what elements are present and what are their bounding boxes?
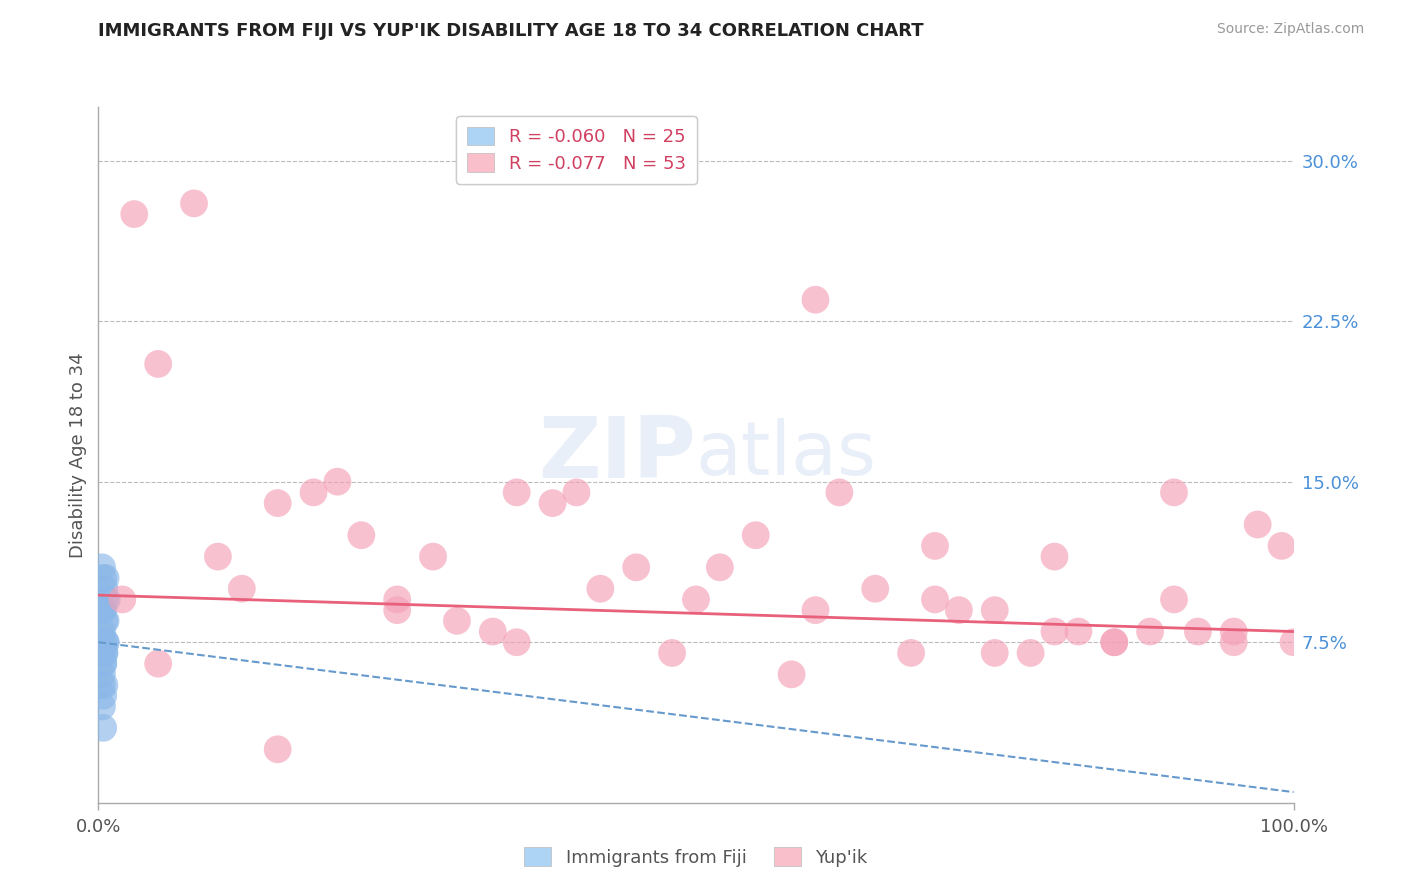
Point [91,603,114,617]
Point [948,603,970,617]
Point [93,646,115,660]
Point [267,496,290,510]
Text: atlas: atlas [696,418,877,491]
Point [1163,592,1185,607]
Point [91,678,114,692]
Point [1067,624,1090,639]
Point [96,592,118,607]
Point [385,592,409,607]
Point [1102,635,1125,649]
Point [1139,624,1161,639]
Point [984,603,1007,617]
Point [91,657,114,671]
Point [1043,624,1066,639]
Point [94,571,117,585]
Point [231,582,253,596]
Point [94,635,117,649]
Legend: Immigrants from Fiji, Yup'ik: Immigrants from Fiji, Yup'ik [517,840,875,874]
Point [984,646,1007,660]
Point [1271,539,1294,553]
Legend: R = -0.060   N = 25, R = -0.077   N = 53: R = -0.060 N = 25, R = -0.077 N = 53 [457,116,696,184]
Point [91,646,114,660]
Point [506,485,529,500]
Point [1043,549,1066,564]
Point [183,196,205,211]
Point [91,721,114,735]
Point [350,528,373,542]
Point [745,528,768,542]
Point [148,357,170,371]
Point [924,592,946,607]
Point [91,689,114,703]
Point [93,614,115,628]
Point [91,571,114,585]
Point [780,667,803,681]
Point [91,657,114,671]
Point [91,699,114,714]
Point [91,624,114,639]
Point [94,635,117,649]
Point [148,657,170,671]
Point [589,582,612,596]
Point [267,742,290,756]
Point [1102,635,1125,649]
Point [863,582,887,596]
Point [661,646,683,660]
Point [1163,485,1185,500]
Point [1187,624,1209,639]
Point [828,485,851,500]
Point [1222,635,1246,649]
Point [207,549,229,564]
Point [804,293,827,307]
Point [709,560,731,574]
Point [93,592,115,607]
Point [626,560,648,574]
Point [685,592,707,607]
Point [422,549,444,564]
Point [1222,624,1246,639]
Point [93,646,115,660]
Text: IMMIGRANTS FROM FIJI VS YUP'IK DISABILITY AGE 18 TO 34 CORRELATION CHART: IMMIGRANTS FROM FIJI VS YUP'IK DISABILIT… [98,22,924,40]
Point [91,603,114,617]
Point [900,646,922,660]
Point [541,496,564,510]
Point [124,207,146,221]
Point [1282,635,1305,649]
Point [446,614,468,628]
Text: ZIP: ZIP [538,413,696,497]
Point [385,603,409,617]
Point [1246,517,1268,532]
Point [93,582,115,596]
Point [924,539,946,553]
Point [804,603,827,617]
Point [481,624,505,639]
Point [1019,646,1042,660]
Point [302,485,325,500]
Point [91,560,114,574]
Text: Source: ZipAtlas.com: Source: ZipAtlas.com [1216,22,1364,37]
Point [506,635,529,649]
Point [565,485,588,500]
Point [91,635,114,649]
Y-axis label: Disability Age 18 to 34: Disability Age 18 to 34 [69,352,87,558]
Point [91,667,114,681]
Point [94,614,117,628]
Point [326,475,349,489]
Point [93,678,115,692]
Point [111,592,134,607]
